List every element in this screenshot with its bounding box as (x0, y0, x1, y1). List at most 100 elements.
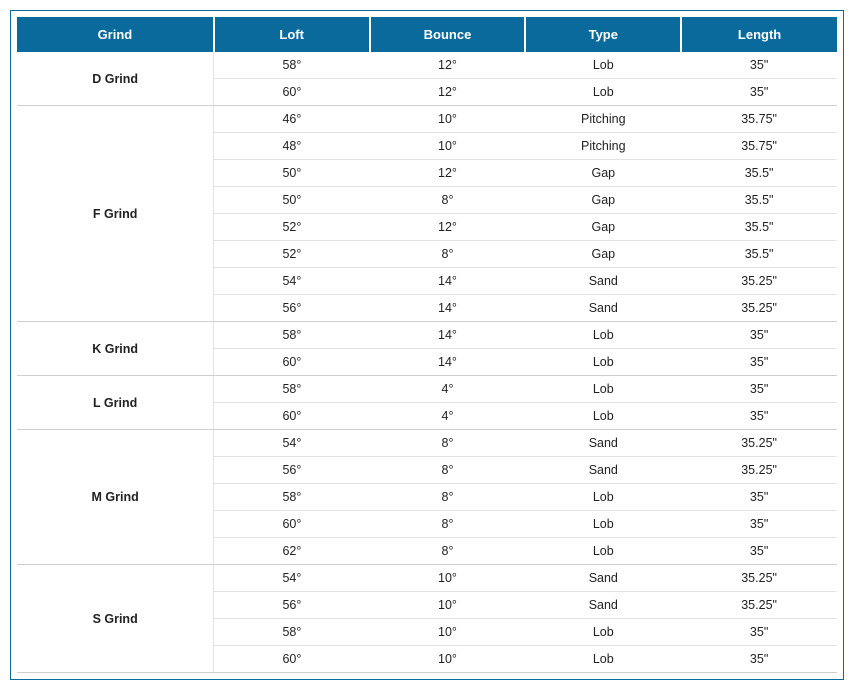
loft-cell: 46° (214, 106, 370, 133)
length-cell: 35" (681, 322, 837, 349)
grind-cell: S Grind (17, 565, 214, 673)
bounce-cell: 8° (370, 511, 526, 538)
length-cell: 35.25" (681, 592, 837, 619)
length-cell: 35" (681, 52, 837, 79)
length-cell: 35.5" (681, 241, 837, 268)
loft-cell: 60° (214, 79, 370, 106)
bounce-cell: 10° (370, 565, 526, 592)
loft-cell: 60° (214, 403, 370, 430)
type-cell: Lob (525, 511, 681, 538)
length-cell: 35" (681, 403, 837, 430)
loft-cell: 54° (214, 268, 370, 295)
grind-cell: K Grind (17, 322, 214, 376)
length-cell: 35.5" (681, 214, 837, 241)
length-cell: 35.5" (681, 160, 837, 187)
loft-cell: 58° (214, 322, 370, 349)
length-cell: 35" (681, 484, 837, 511)
bounce-cell: 12° (370, 52, 526, 79)
length-cell: 35" (681, 376, 837, 403)
loft-cell: 58° (214, 52, 370, 79)
loft-cell: 52° (214, 241, 370, 268)
table-row: M Grind54°8°Sand35.25" (17, 430, 837, 457)
type-cell: Lob (525, 538, 681, 565)
loft-cell: 52° (214, 214, 370, 241)
bounce-cell: 8° (370, 484, 526, 511)
bounce-cell: 8° (370, 241, 526, 268)
length-cell: 35" (681, 646, 837, 673)
bounce-cell: 10° (370, 106, 526, 133)
bounce-cell: 14° (370, 295, 526, 322)
col-header: Bounce (370, 17, 526, 52)
bounce-cell: 8° (370, 538, 526, 565)
type-cell: Sand (525, 457, 681, 484)
loft-cell: 62° (214, 538, 370, 565)
length-cell: 35" (681, 349, 837, 376)
type-cell: Sand (525, 592, 681, 619)
table-body: D Grind58°12°Lob35"60°12°Lob35"F Grind46… (17, 52, 837, 673)
length-cell: 35.25" (681, 295, 837, 322)
wedge-spec-table: GrindLoftBounceTypeLength D Grind58°12°L… (17, 17, 837, 673)
table-row: K Grind58°14°Lob35" (17, 322, 837, 349)
type-cell: Gap (525, 160, 681, 187)
bounce-cell: 12° (370, 79, 526, 106)
loft-cell: 60° (214, 511, 370, 538)
type-cell: Sand (525, 268, 681, 295)
table-head: GrindLoftBounceTypeLength (17, 17, 837, 52)
bounce-cell: 10° (370, 133, 526, 160)
bounce-cell: 8° (370, 187, 526, 214)
loft-cell: 58° (214, 619, 370, 646)
col-header: Length (681, 17, 837, 52)
length-cell: 35.25" (681, 457, 837, 484)
type-cell: Lob (525, 376, 681, 403)
loft-cell: 58° (214, 484, 370, 511)
loft-cell: 54° (214, 565, 370, 592)
grind-cell: D Grind (17, 52, 214, 106)
loft-cell: 58° (214, 376, 370, 403)
length-cell: 35.25" (681, 565, 837, 592)
type-cell: Sand (525, 295, 681, 322)
length-cell: 35" (681, 511, 837, 538)
type-cell: Lob (525, 484, 681, 511)
col-header: Grind (17, 17, 214, 52)
length-cell: 35.25" (681, 430, 837, 457)
length-cell: 35.5" (681, 187, 837, 214)
type-cell: Lob (525, 79, 681, 106)
bounce-cell: 14° (370, 349, 526, 376)
bounce-cell: 12° (370, 160, 526, 187)
bounce-cell: 10° (370, 592, 526, 619)
bounce-cell: 10° (370, 619, 526, 646)
type-cell: Lob (525, 619, 681, 646)
type-cell: Pitching (525, 106, 681, 133)
loft-cell: 60° (214, 349, 370, 376)
type-cell: Lob (525, 349, 681, 376)
type-cell: Sand (525, 430, 681, 457)
loft-cell: 56° (214, 592, 370, 619)
bounce-cell: 8° (370, 430, 526, 457)
type-cell: Gap (525, 214, 681, 241)
length-cell: 35" (681, 619, 837, 646)
bounce-cell: 4° (370, 403, 526, 430)
table-container: GrindLoftBounceTypeLength D Grind58°12°L… (10, 10, 844, 680)
length-cell: 35.75" (681, 133, 837, 160)
loft-cell: 60° (214, 646, 370, 673)
grind-cell: F Grind (17, 106, 214, 322)
type-cell: Lob (525, 646, 681, 673)
loft-cell: 50° (214, 187, 370, 214)
bounce-cell: 4° (370, 376, 526, 403)
type-cell: Sand (525, 565, 681, 592)
loft-cell: 56° (214, 295, 370, 322)
type-cell: Lob (525, 52, 681, 79)
loft-cell: 54° (214, 430, 370, 457)
table-row: D Grind58°12°Lob35" (17, 52, 837, 79)
type-cell: Lob (525, 403, 681, 430)
bounce-cell: 10° (370, 646, 526, 673)
type-cell: Gap (525, 241, 681, 268)
type-cell: Lob (525, 322, 681, 349)
bounce-cell: 12° (370, 214, 526, 241)
loft-cell: 56° (214, 457, 370, 484)
bounce-cell: 14° (370, 268, 526, 295)
bounce-cell: 14° (370, 322, 526, 349)
table-row: L Grind58°4°Lob35" (17, 376, 837, 403)
table-row: S Grind54°10°Sand35.25" (17, 565, 837, 592)
col-header: Loft (214, 17, 370, 52)
